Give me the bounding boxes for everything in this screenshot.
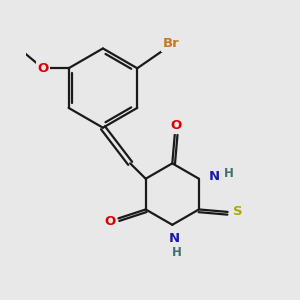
Text: N: N — [169, 232, 180, 245]
Text: H: H — [172, 246, 182, 259]
Text: S: S — [233, 206, 242, 218]
Text: O: O — [104, 215, 115, 228]
Text: N: N — [209, 170, 220, 183]
Text: O: O — [171, 119, 182, 132]
Text: H: H — [224, 167, 233, 180]
Text: Br: Br — [163, 37, 179, 50]
Text: O: O — [37, 62, 49, 75]
